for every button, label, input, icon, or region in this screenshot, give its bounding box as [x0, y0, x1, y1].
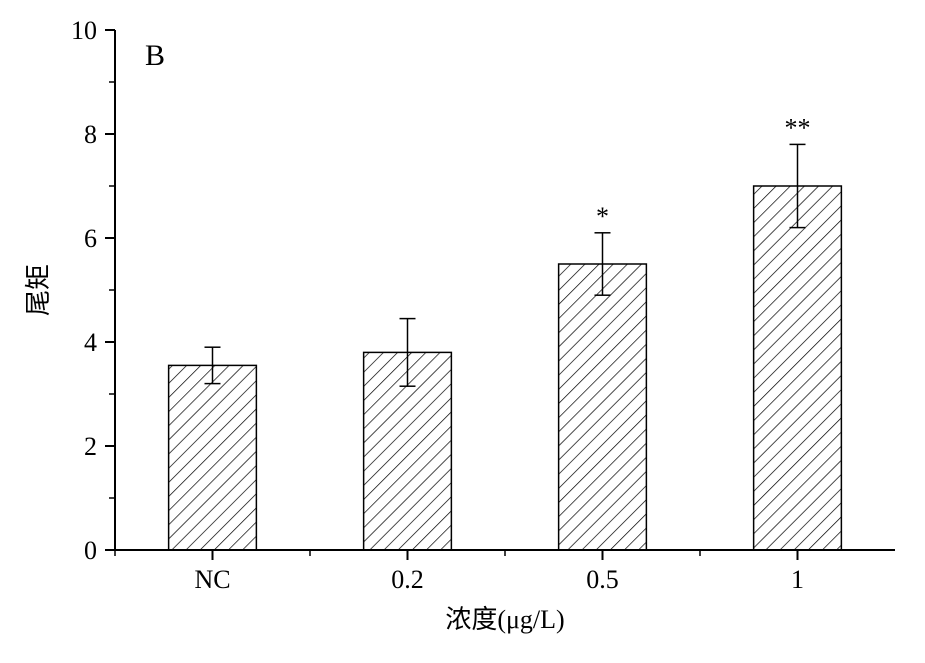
- x-tick-label: 1: [791, 565, 804, 594]
- bar-NC: [169, 347, 257, 550]
- bar-0.5: *: [559, 202, 647, 550]
- y-tick-label: 2: [84, 432, 97, 461]
- significance-marker: **: [785, 113, 811, 142]
- x-tick-label: 0.2: [391, 565, 424, 594]
- panel-label: B: [145, 39, 165, 72]
- y-tick-label: 10: [71, 16, 97, 45]
- y-tick-label: 0: [84, 536, 97, 565]
- y-tick-label: 6: [84, 224, 97, 253]
- y-axis-label: 尾矩: [24, 264, 53, 316]
- y-tick-label: 4: [84, 328, 97, 357]
- chart-svg: ***0246810NC0.20.51浓度(μg/L)尾矩B: [0, 0, 925, 663]
- x-tick-label: NC: [194, 565, 230, 594]
- bar-chart: ***0246810NC0.20.51浓度(μg/L)尾矩B: [0, 0, 925, 663]
- y-tick-label: 8: [84, 120, 97, 149]
- bar-0.2: [364, 319, 452, 550]
- bar-1: **: [754, 113, 842, 550]
- significance-marker: *: [596, 202, 609, 231]
- x-axis-label: 浓度(μg/L): [445, 605, 564, 634]
- x-tick-label: 0.5: [586, 565, 619, 594]
